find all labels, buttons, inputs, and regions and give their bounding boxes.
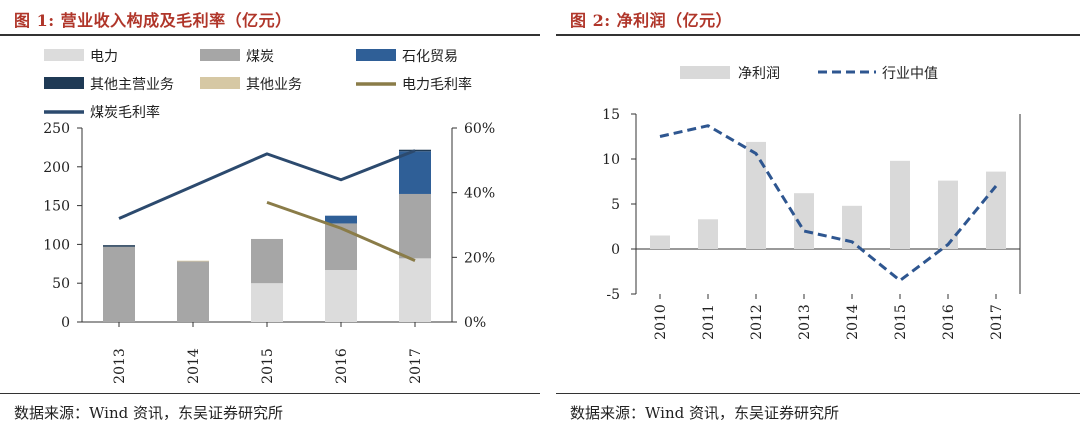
figure-1-panel: 图 1: 营业收入构成及毛利率（亿元） 电力 煤炭 石化贸易 其他主营业务 其他业务 电力… (0, 11, 540, 422)
x-tick-label: 2015 (893, 304, 909, 340)
x-tick-label: 2011 (701, 304, 717, 340)
line-industry-median (659, 124, 998, 282)
x-tick-label: 2016 (941, 304, 957, 340)
legend-label-industry-median: 行业中值 (882, 66, 938, 82)
x-tick-label: 2017 (989, 304, 1005, 340)
figure-2-source: 数据来源：Wind 资讯，东吴证券研究所 (570, 404, 839, 422)
y-left-tick-label: 200 (43, 160, 70, 176)
figure-2-top-rule (556, 34, 1080, 36)
legend-swatch-4 (200, 77, 240, 89)
legend-swatch-1 (200, 49, 240, 61)
legend-swatch-3 (44, 77, 84, 89)
y-left-tick-label: 0 (61, 315, 70, 331)
x-tick-label: 2014 (186, 348, 202, 384)
figure-2-title: 图 2: 净利润（亿元） (570, 11, 733, 30)
legend-label-1: 煤炭 (246, 49, 274, 65)
y-right-tick-label: 20% (464, 250, 495, 266)
bar-2016-series-0 (325, 270, 357, 322)
figure-2-panel: 图 2: 净利润（亿元） 净利润 行业中值 -5 0 5 10 15 2010 2011 2012… (556, 0, 1080, 424)
bar-net-profit-2014 (842, 205, 862, 249)
x-tick-label: 2013 (797, 304, 813, 340)
bar-2017-series-1 (399, 193, 431, 259)
bar-2013-series-3 (103, 245, 135, 247)
x-tick-label: 2013 (112, 348, 128, 384)
x-tick-label: 2014 (845, 304, 861, 340)
legend-label-5: 电力毛利率 (402, 76, 472, 93)
figure-2-bottom-rule (556, 393, 1080, 394)
legend-swatch-2 (356, 49, 396, 61)
bar-net-profit-2013 (794, 193, 814, 249)
bar-net-profit-2012 (746, 141, 766, 249)
figure-2-chart: 净利润 行业中值 -5 0 5 10 15 2010 2011 2012 2013 2014 2015 2… (602, 66, 1021, 340)
figure-1-source: 数据来源：Wind 资讯，东吴证券研究所 (14, 404, 283, 422)
y-tick-label: 10 (602, 152, 620, 168)
bar-2015-series-0 (251, 283, 283, 322)
y-tick-label: 0 (611, 242, 620, 258)
bar-2016-series-2 (325, 215, 357, 224)
bar-2017-series-3 (399, 149, 431, 152)
bar-net-profit-2010 (650, 235, 670, 249)
x-tick-label: 2017 (408, 348, 424, 384)
y-left-tick-label: 50 (52, 276, 70, 292)
bar-net-profit-2011 (698, 219, 718, 249)
y-right-tick-label: 0% (464, 315, 486, 331)
legend-label-net-profit: 净利润 (738, 66, 780, 82)
bar-2014-series-1 (177, 261, 209, 322)
x-tick-label: 2012 (749, 304, 765, 340)
x-tick-label: 2015 (260, 348, 276, 384)
legend-swatch-0 (44, 49, 84, 61)
y-right-tick-label: 40% (464, 186, 495, 202)
bar-net-profit-2017 (986, 171, 1006, 249)
bar-net-profit-2016 (938, 180, 958, 249)
y-left-tick-label: 100 (43, 237, 70, 253)
bar-2013-series-1 (103, 246, 135, 322)
figure-1-top-rule (0, 34, 540, 36)
y-tick-label: -5 (606, 287, 620, 303)
y-tick-label: 5 (611, 197, 620, 213)
y-left-tick-label: 150 (43, 199, 70, 215)
legend-swatch-net-profit (680, 66, 730, 79)
y-tick-label: 15 (602, 107, 620, 123)
x-tick-label: 2016 (334, 348, 350, 384)
bar-net-profit-2015 (890, 160, 910, 249)
bar-2017-series-2 (399, 151, 431, 194)
legend-label-2: 石化贸易 (402, 49, 458, 65)
legend-label-4: 其他业务 (246, 77, 302, 93)
figure-1-bottom-rule (0, 393, 540, 394)
y-right-tick-label: 60% (464, 121, 495, 137)
legend-label-6: 煤炭毛利率 (90, 104, 160, 121)
legend-label-3: 其他主营业务 (90, 77, 174, 93)
bar-2014-series-4 (177, 260, 209, 262)
figure-1-title: 图 1: 营业收入构成及毛利率（亿元） (14, 11, 292, 30)
bar-2015-series-1 (251, 238, 283, 284)
legend-label-0: 电力 (90, 49, 118, 65)
bar-2016-series-1 (325, 223, 357, 271)
x-tick-label: 2010 (653, 304, 669, 340)
bar-2017-series-0 (399, 258, 431, 322)
y-left-tick-label: 250 (43, 121, 70, 137)
line-series-0 (266, 200, 416, 262)
line-series-1 (118, 149, 416, 220)
